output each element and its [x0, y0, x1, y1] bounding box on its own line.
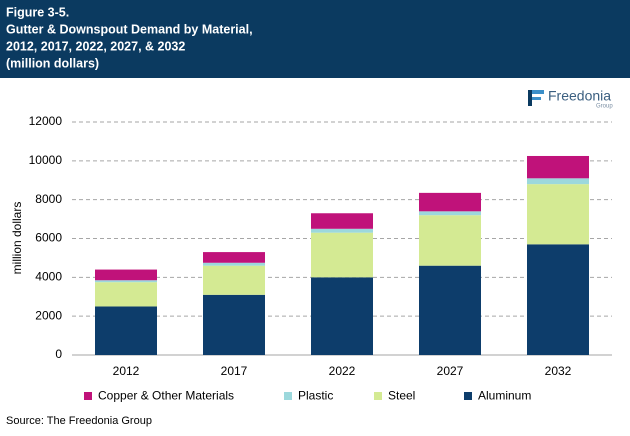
chart-title: 2012, 2017, 2022, 2027, & 2032 — [6, 39, 185, 53]
bar-segment — [311, 232, 373, 278]
bar-segment — [203, 265, 265, 295]
legend-swatch — [464, 392, 472, 400]
logo-sub: Group — [596, 104, 613, 110]
logo-mark — [532, 90, 544, 94]
legend-label: Plastic — [298, 389, 333, 403]
bar-segment — [95, 282, 157, 307]
x-tick-label: 2032 — [545, 364, 572, 378]
logo-name: Freedonia — [548, 88, 611, 104]
chart-title: Gutter & Downspout Demand by Material, — [6, 22, 253, 36]
legend-label: Steel — [388, 389, 415, 403]
chart-title: Figure 3-5. — [6, 5, 69, 19]
x-tick-label: 2017 — [221, 364, 248, 378]
y-tick-label: 2000 — [35, 308, 62, 322]
logo: Freedonia Group — [528, 88, 613, 110]
legend-label: Copper & Other Materials — [98, 389, 234, 403]
legend-swatch — [374, 392, 382, 400]
y-tick-label: 12000 — [29, 114, 63, 128]
bar-segment — [203, 294, 265, 355]
logo-mark — [528, 90, 532, 106]
bar-segment — [203, 262, 265, 266]
y-axis-label: million dollars — [10, 202, 24, 275]
logo-mark — [532, 97, 541, 100]
header-band — [0, 0, 630, 78]
bar-segment — [527, 244, 589, 355]
legend-swatch — [284, 392, 292, 400]
bar-segment — [527, 184, 589, 245]
y-tick-label: 0 — [55, 347, 62, 361]
x-tick-label: 2027 — [437, 364, 464, 378]
chart-title: (million dollars) — [6, 56, 99, 70]
x-tick-label: 2012 — [113, 364, 140, 378]
bar-segment — [95, 280, 157, 283]
y-tick-label: 8000 — [35, 192, 62, 206]
bar-segment — [311, 228, 373, 233]
bar-segment — [419, 265, 481, 355]
bar-segment — [311, 213, 373, 229]
y-tick-label: 4000 — [35, 270, 62, 284]
x-tick-label: 2022 — [329, 364, 356, 378]
legend-label: Aluminum — [478, 389, 531, 403]
bar-segment — [419, 211, 481, 216]
legend-swatch — [84, 392, 92, 400]
bar-segment — [527, 178, 589, 185]
bar-segment — [419, 215, 481, 266]
bar-segment — [95, 269, 157, 281]
bar-segment — [527, 155, 589, 179]
source: Source: The Freedonia Group — [6, 415, 152, 427]
bar-segment — [203, 252, 265, 263]
bar-segment — [419, 192, 481, 212]
bar-segment — [95, 306, 157, 355]
bar-segment — [311, 277, 373, 355]
y-tick-label: 10000 — [29, 153, 63, 167]
y-tick-label: 6000 — [35, 231, 62, 245]
